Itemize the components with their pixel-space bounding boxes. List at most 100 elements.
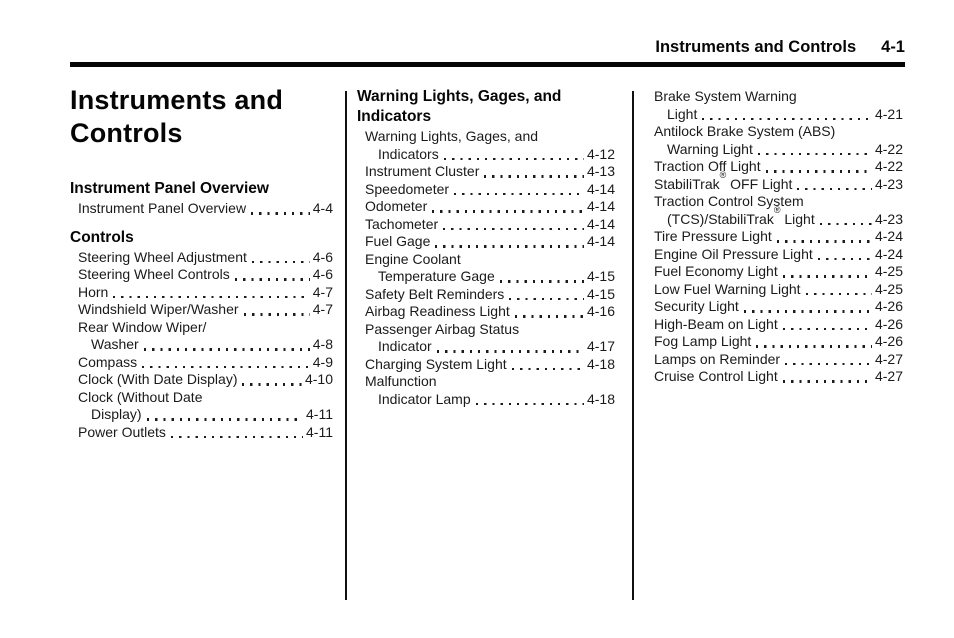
running-header-title: Instruments and Controls [655,38,857,56]
toc-entry: Lamps on Reminder 4-27 [646,351,903,369]
toc-entry: Tire Pressure Light 4-24 [646,228,903,246]
toc-entry-row: Speedometer 4-14 [365,181,615,199]
toc-page-number: 4-17 [586,338,615,354]
leader-dots [797,187,872,190]
leader-dots [776,240,872,243]
toc-entry: Clock (Without Date Display) 4-11 [70,389,333,424]
toc-entry: Engine Coolant Temperature Gage 4-15 [357,251,615,286]
toc-entry-label: Engine Oil Pressure Light [654,245,813,262]
toc-entry-label-line: Antilock Brake System (ABS) [654,123,836,139]
toc-page-number: 4-10 [304,371,333,387]
section-heading: Controls [70,228,134,246]
toc-entry: Instrument Cluster 4-13 [357,163,615,181]
toc-page-number: 4-9 [312,353,333,370]
section-heading: Instrument Panel Overview [70,180,269,197]
leader-dots [146,418,304,421]
toc-entry: Engine Oil Pressure Light 4-24 [646,246,903,264]
toc-entry: Compass 4-9 [70,354,333,372]
toc-entry-label: Display) [91,406,142,422]
toc-entry-row: Temperature Gage 4-15 [365,268,615,286]
section-heading: Warning Lights, Gages, and Indicators [357,88,562,125]
chapter-title: Instruments and Controls [70,85,284,148]
toc-page-number: 4-14 [586,233,615,249]
toc-entry-row: StabiliTrak® OFF Light 4-23 [654,171,903,194]
toc-entry-row: Lamps on Reminder 4-27 [654,351,903,369]
toc-entry-row: Display) 4-11 [78,406,333,424]
toc-page-number: 4-13 [586,163,615,179]
toc-entry: Low Fuel Warning Light 4-25 [646,281,903,299]
toc-page-number: 4-27 [874,350,903,367]
leader-dots [782,380,872,383]
toc-entry-label: (TCS)/StabiliTrak® Light [667,205,815,227]
toc-entry-label: Fuel Economy Light [654,263,778,279]
toc-entry-label-line: Rear Window Wiper/ [78,318,207,335]
toc-entry-row: High-Beam on Light 4-26 [654,316,903,334]
toc-entry-label: Traction Off Light [654,158,761,174]
toc-page-number: 4-14 [586,215,615,232]
toc-entry: Charging System Light 4-18 [357,356,615,374]
toc-page-number: 4-7 [312,283,333,300]
toc-page-number: 4-26 [874,315,903,332]
toc-entry-label: High-Beam on Light [654,315,778,332]
toc-entry-label: Instrument Cluster [365,163,480,179]
leader-dots [251,212,310,215]
column-divider-2 [632,91,634,600]
toc-section: Controls Steering Wheel Adjustment 4-6 Stee… [70,228,333,442]
toc-entry-row: Indicator 4-17 [365,338,615,356]
leader-dots [436,350,584,353]
toc-entry-row: Indicators 4-12 [365,146,615,164]
toc-column-3: Brake System Warning Light 4-21 Antilock Br… [646,88,903,396]
toc-entry: Antilock Brake System (ABS) Warning Light… [646,123,903,158]
toc-entry-row: Steering Wheel Adjustment 4-6 [78,249,333,267]
toc-entry: Horn 4-7 [70,284,333,302]
leader-dots [756,345,872,348]
running-header: Instruments and Controls 4-1 [655,38,905,57]
toc-entry-label: Washer [91,336,139,352]
toc-column-1: Instruments and Controls Instrument Pane… [70,84,333,451]
leader-dots [509,297,584,300]
toc-entry: High-Beam on Light 4-26 [646,316,903,334]
toc-entry: Speedometer 4-14 [357,181,615,199]
toc-entry-label: Odometer [365,198,428,214]
toc-entry-row: Tire Pressure Light 4-24 [654,228,903,246]
toc-entry: Brake System Warning Light 4-21 [646,88,903,123]
leader-dots [170,435,304,438]
toc-page-number: 4-23 [874,210,903,227]
toc-entry-row: (TCS)/StabiliTrak® Light 4-23 [654,205,903,229]
toc-entry-row: Power Outlets 4-11 [78,424,333,442]
toc-entry-row: Low Fuel Warning Light 4-25 [654,281,903,299]
toc-entry-label-line: Engine Coolant [365,250,461,267]
toc-column-2: Warning Lights, Gages, and Indicators War… [357,87,615,418]
toc-entry: Steering Wheel Controls 4-6 [70,266,333,284]
toc-entry-label: Lamps on Reminder [654,350,781,367]
leader-dots [817,257,872,260]
toc-entry: Tachometer 4-14 [357,216,615,234]
toc-entry-row: Engine Oil Pressure Light 4-24 [654,246,903,264]
toc-entry-label: Indicator [378,338,432,354]
toc-entry-row: Fuel Economy Light 4-25 [654,263,903,281]
toc-entry-label: Low Fuel Warning Light [654,280,801,297]
toc-entry-label: Instrument Panel Overview [78,200,247,216]
toc-entry-row: Compass 4-9 [78,354,333,372]
toc-entry-label: Power Outlets [78,423,166,440]
toc-entry-row: Clock (With Date Display) 4-10 [78,371,333,389]
leader-dots [432,210,584,213]
toc-entry-label: Fuel Gage [365,233,431,249]
toc-page-number: 4-24 [874,228,903,244]
leader-dots [443,227,584,230]
leader-dots [757,152,872,155]
running-header-page-number: 4-1 [881,38,905,56]
toc-page-number: 4-27 [874,368,903,384]
leader-dots [785,362,872,365]
toc-entry-row: Cruise Control Light 4-27 [654,368,903,386]
leader-dots [454,192,584,195]
leader-dots [242,383,302,386]
leader-dots [743,310,872,313]
toc-entry-label-line: Warning Lights, Gages, and [365,128,539,144]
registered-trademark-symbol: ® [773,205,781,216]
toc-entry: Security Light 4-26 [646,298,903,316]
toc-entry: Fog Lamp Light 4-26 [646,333,903,351]
toc-entry-label: Charging System Light [365,355,507,372]
toc-entry-row: Traction Off Light 4-22 [654,158,903,176]
toc-page-number: 4-21 [874,105,903,122]
